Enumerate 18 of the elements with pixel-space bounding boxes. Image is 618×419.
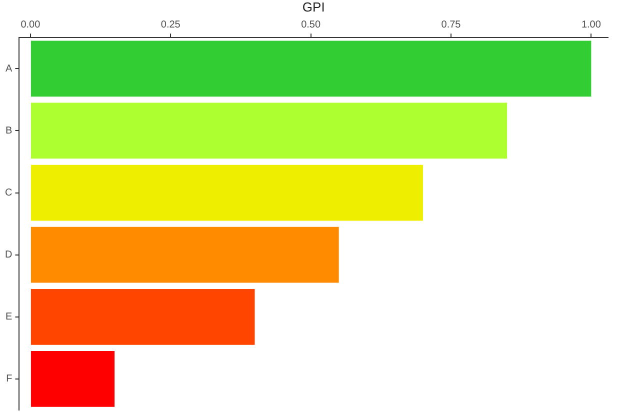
x-tick-label: 1.00 [581,19,602,30]
bar [30,288,255,345]
x-tick-label: 0.25 [160,19,181,30]
bar [30,40,592,97]
x-tick-label: 0.50 [301,19,321,30]
x-axis-title: GPI [302,0,325,14]
y-tick-label: E [6,312,13,323]
y-tick-label: F [6,374,12,385]
bar [30,226,339,283]
bar [30,351,115,407]
bar [30,164,423,221]
y-tick-label: B [6,125,13,136]
bar [30,102,508,159]
x-tick-label: 0.75 [441,19,462,30]
y-tick-label: C [4,188,12,199]
y-tick-label: A [6,63,13,74]
x-tick-label: 0.00 [20,19,41,30]
y-tick-label: D [4,250,12,261]
